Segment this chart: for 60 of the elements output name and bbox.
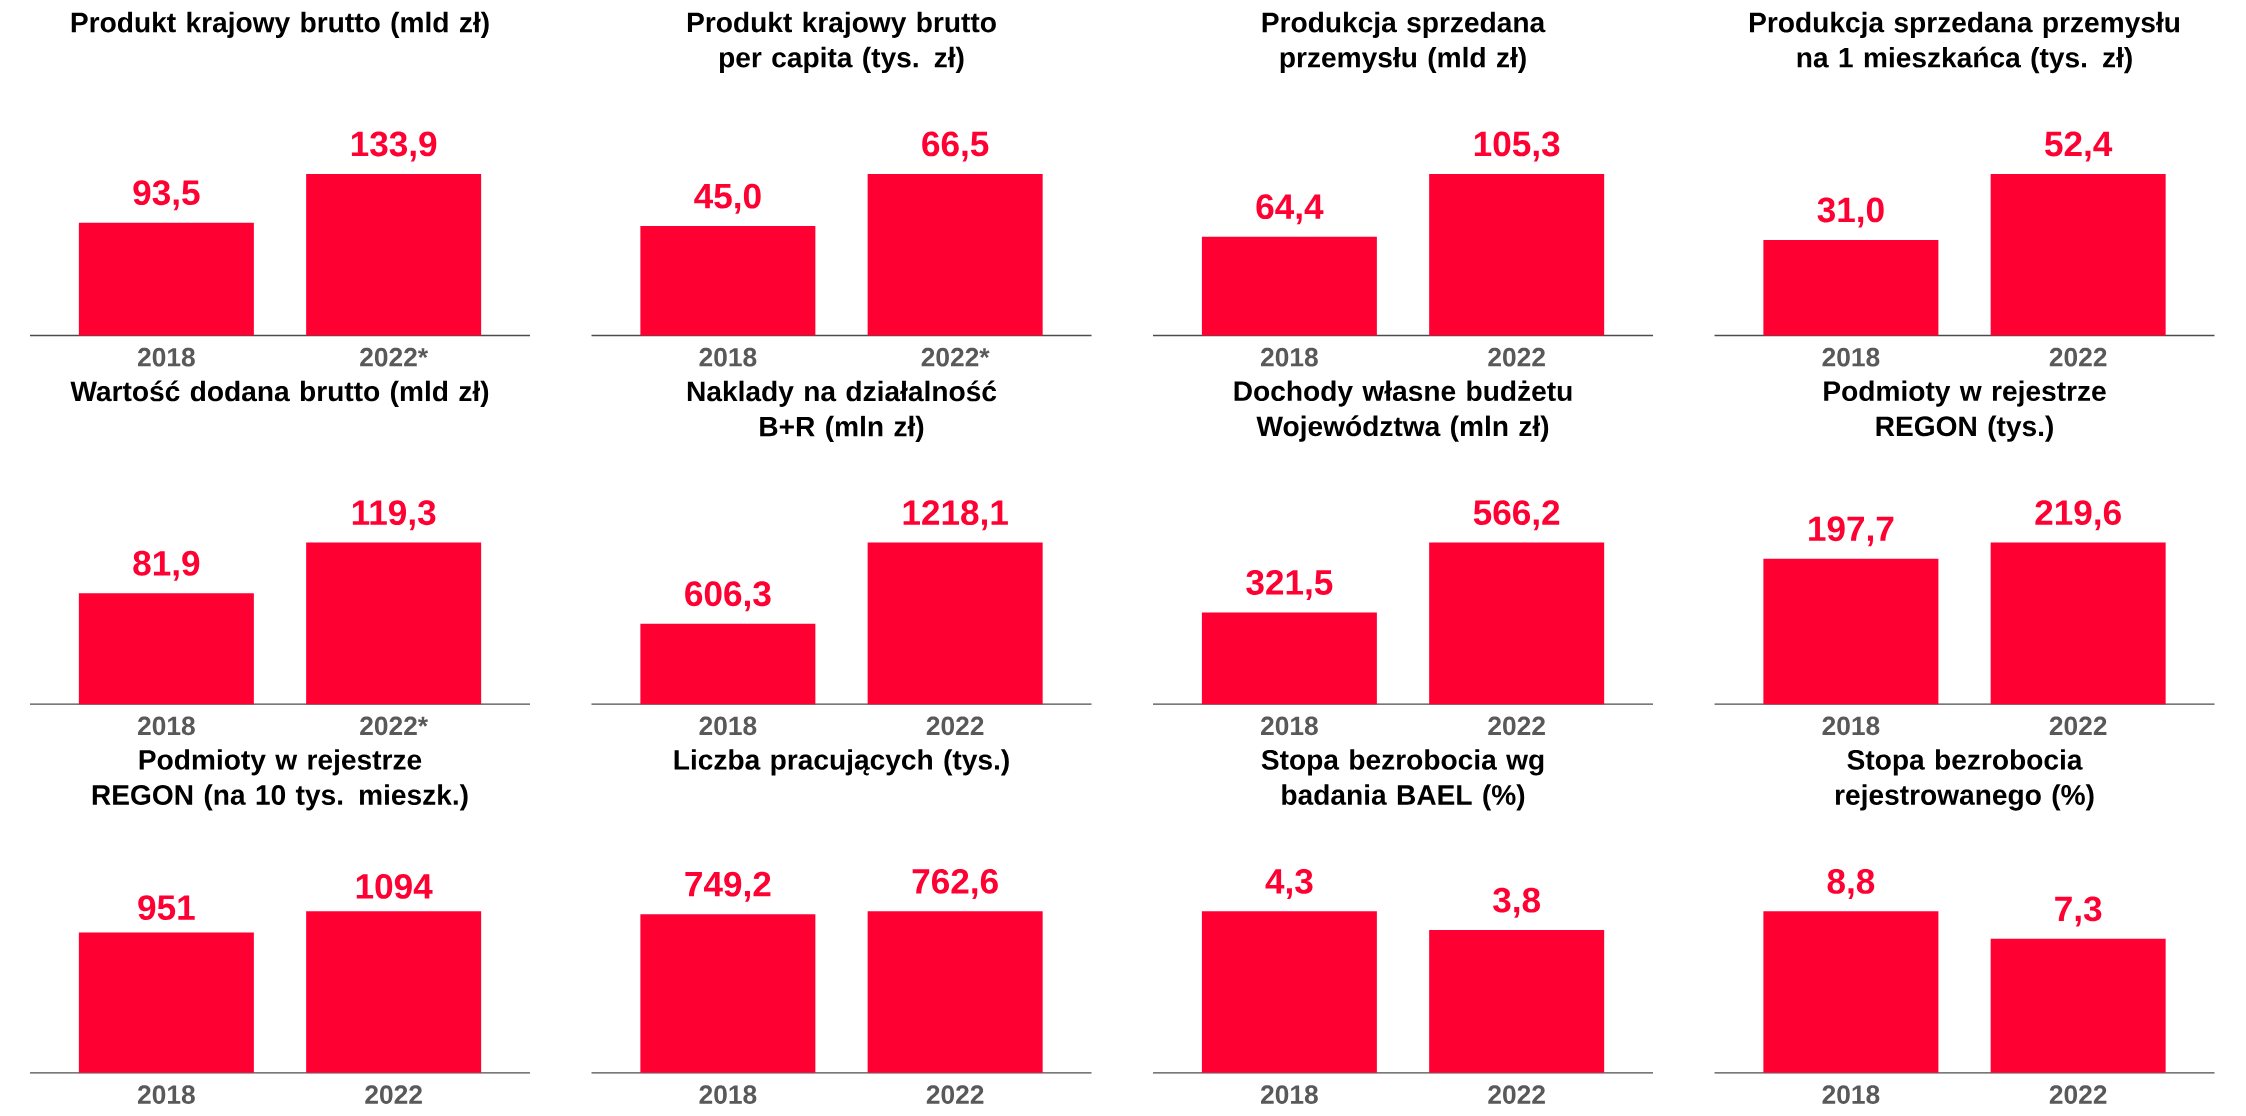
data-label: 606,3 xyxy=(685,581,771,612)
x-tick-label: 2022 xyxy=(2049,716,2107,736)
data-label: 4,3 xyxy=(1265,869,1313,900)
data-label: 64,4 xyxy=(1256,194,1324,225)
x-tick-label: 2022* xyxy=(360,716,429,736)
x-tick-label: 2022 xyxy=(1488,716,1545,736)
chart-title: Podmioty w rejestrze REGON (na 10 tys. mieszk.) xyxy=(92,749,468,811)
data-label: 119,3 xyxy=(352,500,436,531)
data-label: 45,0 xyxy=(694,183,761,214)
chart-title: Liczba pracujących (tys.) xyxy=(674,749,1009,776)
x-tick-label: 2018 xyxy=(699,716,757,736)
chart-title: Podmioty w rejestrze REGON (tys.) xyxy=(1824,380,2106,442)
x-tick-label: 2022* xyxy=(921,348,990,367)
data-label: 1094 xyxy=(356,874,433,900)
chart-title: Produkt krajowy brutto per capita (tys. zł) xyxy=(687,11,996,74)
data-label: 762,6 xyxy=(912,869,998,900)
data-label: 197,7 xyxy=(1809,516,1894,547)
data-label: 81,9 xyxy=(133,551,200,582)
x-tick-label: 2018 xyxy=(137,1085,195,1105)
data-label: 133,9 xyxy=(351,131,437,162)
data-label: 31,0 xyxy=(1817,197,1884,228)
data-label: 93,5 xyxy=(133,180,200,211)
x-tick-label: 2018 xyxy=(1822,348,1880,367)
x-tick-label: 2022 xyxy=(365,1085,422,1105)
chart-title: Wartość dodana brutto (mld zł) xyxy=(70,380,489,408)
data-label: 7,3 xyxy=(2055,896,2102,927)
x-tick-label: 2022 xyxy=(926,1085,984,1105)
x-tick-label: 2018 xyxy=(137,348,195,367)
x-tick-label: 2018 xyxy=(699,348,757,367)
chart-title: Dochody własne budżetu Województwa (mln zł) xyxy=(1234,380,1572,443)
chart-title: Produkcja sprzedana przemysłu (mld zł) xyxy=(1262,11,1546,74)
data-label: 3,8 xyxy=(1493,887,1541,918)
x-tick-label: 2018 xyxy=(1822,1085,1880,1105)
x-tick-label: 2022 xyxy=(1488,348,1545,367)
data-label: 321,5 xyxy=(1246,570,1333,601)
data-label: 105,3 xyxy=(1474,131,1560,162)
chart-title: Naklady na działalność B+R (mln zł) xyxy=(687,380,997,443)
x-tick-label: 2018 xyxy=(1822,716,1880,736)
x-tick-label: 2022 xyxy=(2049,348,2107,367)
x-tick-label: 2018 xyxy=(1261,348,1318,367)
x-tick-label: 2018 xyxy=(137,716,195,736)
data-label: 1218,1 xyxy=(903,500,1008,531)
x-tick-label: 2022 xyxy=(2049,1085,2107,1105)
chart-title: Stopa bezrobocia rejestrowanego (%) xyxy=(1835,749,2094,811)
data-label: 66,5 xyxy=(922,131,989,162)
chart-title: Stopa bezrobocia wg badania BAEL (%) xyxy=(1261,749,1544,811)
data-label: 219,6 xyxy=(2035,500,2121,531)
data-label: 951 xyxy=(138,895,195,921)
x-tick-label: 2022* xyxy=(360,348,429,367)
data-label: 8,8 xyxy=(1827,869,1875,900)
data-label: 566,2 xyxy=(1473,500,1560,531)
x-tick-label: 2018 xyxy=(699,1085,757,1105)
data-label: 749,2 xyxy=(685,871,771,902)
chart-title: Produkt krajowy brutto (mld zł) xyxy=(71,11,489,39)
x-tick-label: 2018 xyxy=(1261,716,1318,736)
chart-title: Produkcja sprzedana przemysłu na 1 mieszkańca (tys. zł) xyxy=(1749,11,2180,74)
x-tick-label: 2022 xyxy=(926,716,984,736)
x-tick-label: 2022 xyxy=(1488,1085,1545,1105)
x-tick-label: 2018 xyxy=(1261,1085,1318,1105)
data-label: 52,4 xyxy=(2045,131,2113,162)
